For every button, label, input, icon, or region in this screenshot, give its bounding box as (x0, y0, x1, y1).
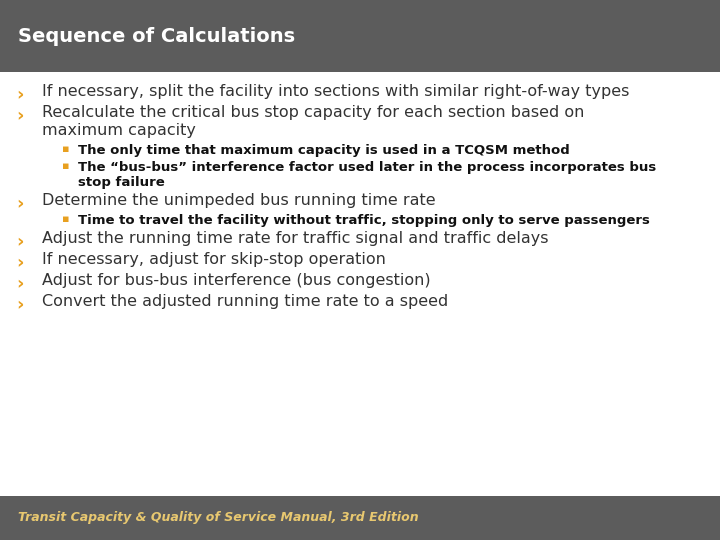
Text: The only time that maximum capacity is used in a TCQSM method: The only time that maximum capacity is u… (78, 144, 570, 157)
Text: ▪: ▪ (62, 214, 70, 224)
Text: The “bus-bus” interference factor used later in the process incorporates bus: The “bus-bus” interference factor used l… (78, 161, 656, 174)
Text: Convert the adjusted running time rate to a speed: Convert the adjusted running time rate t… (42, 294, 449, 309)
Text: ›: › (16, 254, 24, 272)
Text: Adjust for bus-bus interference (bus congestion): Adjust for bus-bus interference (bus con… (42, 273, 431, 288)
Text: ›: › (16, 296, 24, 314)
Text: ›: › (16, 86, 24, 104)
Text: ›: › (16, 233, 24, 251)
Text: maximum capacity: maximum capacity (42, 123, 196, 138)
Text: stop failure: stop failure (78, 176, 165, 189)
Text: ▪: ▪ (62, 144, 70, 154)
Text: ›: › (16, 275, 24, 293)
Text: ›: › (16, 107, 24, 125)
Bar (0, 496, 720, 540)
Text: ›: › (16, 195, 24, 213)
Text: Recalculate the critical bus stop capacity for each section based on: Recalculate the critical bus stop capaci… (42, 105, 585, 120)
Text: If necessary, split the facility into sections with similar right-of-way types: If necessary, split the facility into se… (42, 84, 629, 99)
Text: Time to travel the facility without traffic, stopping only to serve passengers: Time to travel the facility without traf… (78, 214, 650, 227)
Text: Adjust the running time rate for traffic signal and traffic delays: Adjust the running time rate for traffic… (42, 231, 549, 246)
Text: Determine the unimpeded bus running time rate: Determine the unimpeded bus running time… (42, 193, 436, 208)
Text: Sequence of Calculations: Sequence of Calculations (18, 26, 295, 45)
Bar (0, 0, 720, 72)
Text: ▪: ▪ (62, 161, 70, 171)
Text: Transit Capacity & Quality of Service Manual, 3rd Edition: Transit Capacity & Quality of Service Ma… (18, 511, 418, 524)
Text: If necessary, adjust for skip-stop operation: If necessary, adjust for skip-stop opera… (42, 252, 386, 267)
